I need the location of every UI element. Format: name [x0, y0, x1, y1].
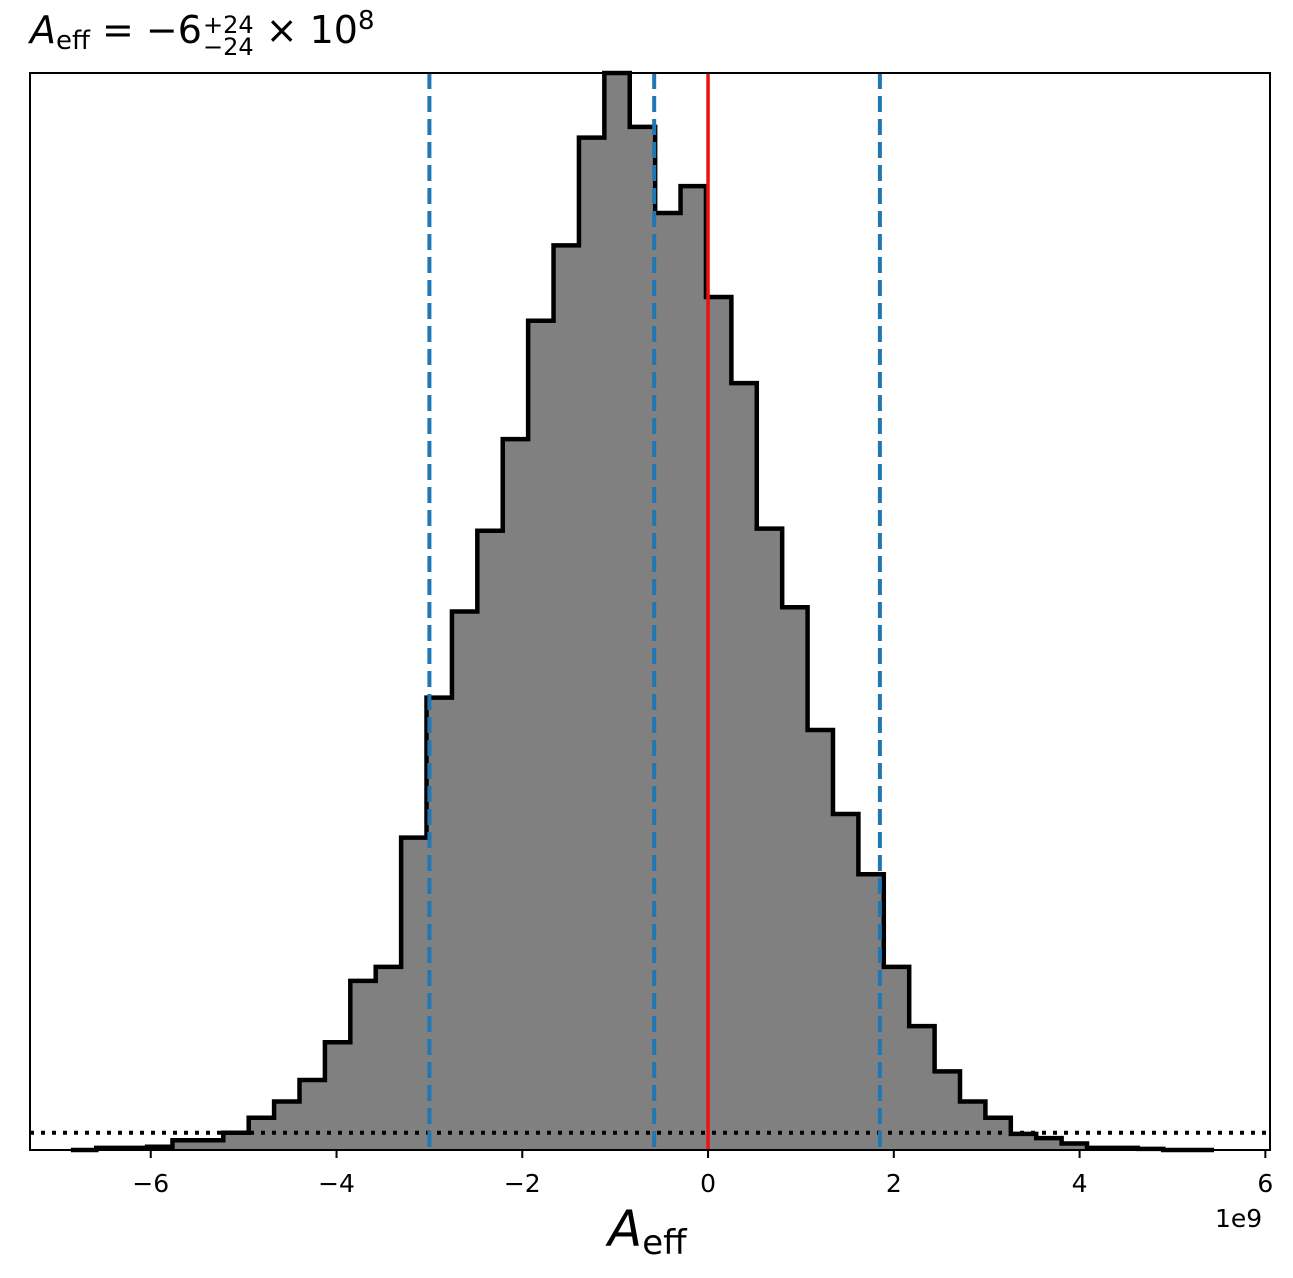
xlabel-subscript: eff	[642, 1223, 687, 1263]
histogram-bar	[604, 73, 631, 1150]
histogram-bar	[832, 813, 859, 1150]
histogram-outline	[70, 70, 1215, 1153]
title-median: = −6	[102, 8, 202, 52]
x-tick-label: −4	[318, 1169, 355, 1198]
histogram-bar	[578, 137, 605, 1150]
title-symbol: A	[30, 8, 56, 52]
title-errors: +24 −24	[202, 11, 254, 61]
reference-lines	[30, 73, 1270, 1150]
x-tick-label: 2	[886, 1169, 902, 1198]
histogram-bar	[731, 383, 758, 1150]
histogram-bar	[502, 439, 529, 1150]
histogram-bar	[401, 837, 427, 1150]
title-lower-error: −24	[202, 33, 254, 61]
histogram-bar	[477, 530, 504, 1150]
x-axis-label: Aeff	[608, 1200, 687, 1263]
histogram-bar	[375, 966, 402, 1150]
histogram-bar	[909, 1026, 935, 1150]
chart-title: Aeff = −6 +24 −24 × 108	[30, 6, 375, 61]
histogram-bars	[96, 73, 1164, 1151]
histogram-bar	[756, 528, 783, 1150]
x-axis-offset-label: 1e9	[1215, 1204, 1263, 1233]
xlabel-symbol: A	[608, 1200, 643, 1258]
x-tick-label: −6	[132, 1169, 169, 1198]
histogram-bar	[172, 1140, 199, 1150]
histogram-bar	[553, 245, 580, 1150]
histogram-bar	[680, 186, 707, 1151]
histogram-bar	[960, 1101, 986, 1150]
histogram-bar	[1010, 1133, 1037, 1150]
histogram-bar	[223, 1132, 250, 1150]
title-upper-error: +24	[202, 11, 254, 39]
title-subscript: eff	[56, 26, 90, 56]
histogram-bar	[807, 729, 834, 1150]
histogram-bar	[350, 980, 377, 1150]
histogram-bar	[705, 297, 732, 1150]
histogram-bar	[655, 213, 681, 1150]
x-tick-label: 4	[1072, 1169, 1088, 1198]
x-tick-label: 6	[1257, 1169, 1273, 1198]
x-tick-label: −2	[504, 1169, 541, 1198]
histogram-bar	[782, 607, 808, 1150]
histogram-bar	[858, 874, 885, 1150]
histogram-bar	[883, 966, 910, 1150]
histogram-bar	[274, 1101, 300, 1150]
title-multiplier: × 10	[265, 8, 358, 52]
x-axis-ticks: −6 −4 −2 0 2 4 6	[132, 1150, 1273, 1198]
x-tick-label: 0	[700, 1169, 716, 1198]
histogram-bar	[934, 1071, 961, 1150]
histogram-bar	[1061, 1143, 1088, 1150]
histogram-bar	[528, 320, 554, 1151]
histogram-bar	[197, 1140, 224, 1150]
histogram-bar	[1036, 1138, 1063, 1150]
histogram-bar	[451, 611, 478, 1150]
histogram-bar	[629, 126, 656, 1151]
plot-frame	[29, 72, 1271, 1151]
histogram-bar	[299, 1079, 326, 1150]
title-exponent: 8	[357, 6, 375, 36]
